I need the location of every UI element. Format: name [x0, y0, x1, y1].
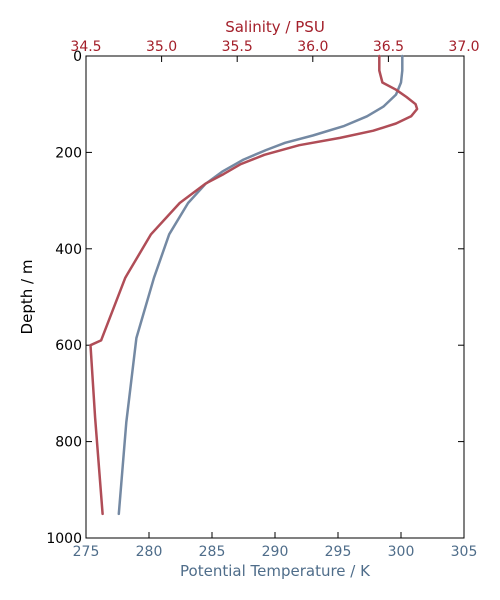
top-axis-title: Salinity / PSU — [225, 18, 325, 36]
top-tick-label: 36.0 — [297, 39, 328, 55]
bottom-tick-label: 295 — [325, 544, 352, 560]
salinity-line — [89, 54, 419, 516]
bottom-axis-title: Potential Temperature / K — [180, 562, 371, 580]
bottom-tick-label: 275 — [73, 544, 100, 560]
top-tick-label: 36.5 — [373, 39, 404, 55]
bottom-tick-label: 290 — [262, 544, 289, 560]
top-tick-label: 35.0 — [146, 39, 177, 55]
y-tick-label: 800 — [55, 435, 82, 451]
y-tick-label: 0 — [73, 49, 82, 65]
bottom-tick-label: 280 — [136, 544, 163, 560]
y-axis-title: Depth / m — [18, 260, 36, 335]
bottom-tick-label: 300 — [388, 544, 415, 560]
plot-frame — [85, 55, 465, 539]
top-tick-label: 37.0 — [448, 39, 479, 55]
y-tick-label: 200 — [55, 145, 82, 161]
y-tick-label: 400 — [55, 242, 82, 258]
top-tick-label: 35.5 — [222, 39, 253, 55]
y-tick-label: 600 — [55, 338, 82, 354]
series-layer — [89, 54, 419, 516]
y-tick-label: 1000 — [46, 531, 82, 547]
top-tick-label: 34.5 — [70, 39, 101, 55]
bottom-tick-label: 285 — [199, 544, 226, 560]
potential_temperature-line — [117, 54, 404, 516]
bottom-tick-label: 305 — [451, 544, 478, 560]
